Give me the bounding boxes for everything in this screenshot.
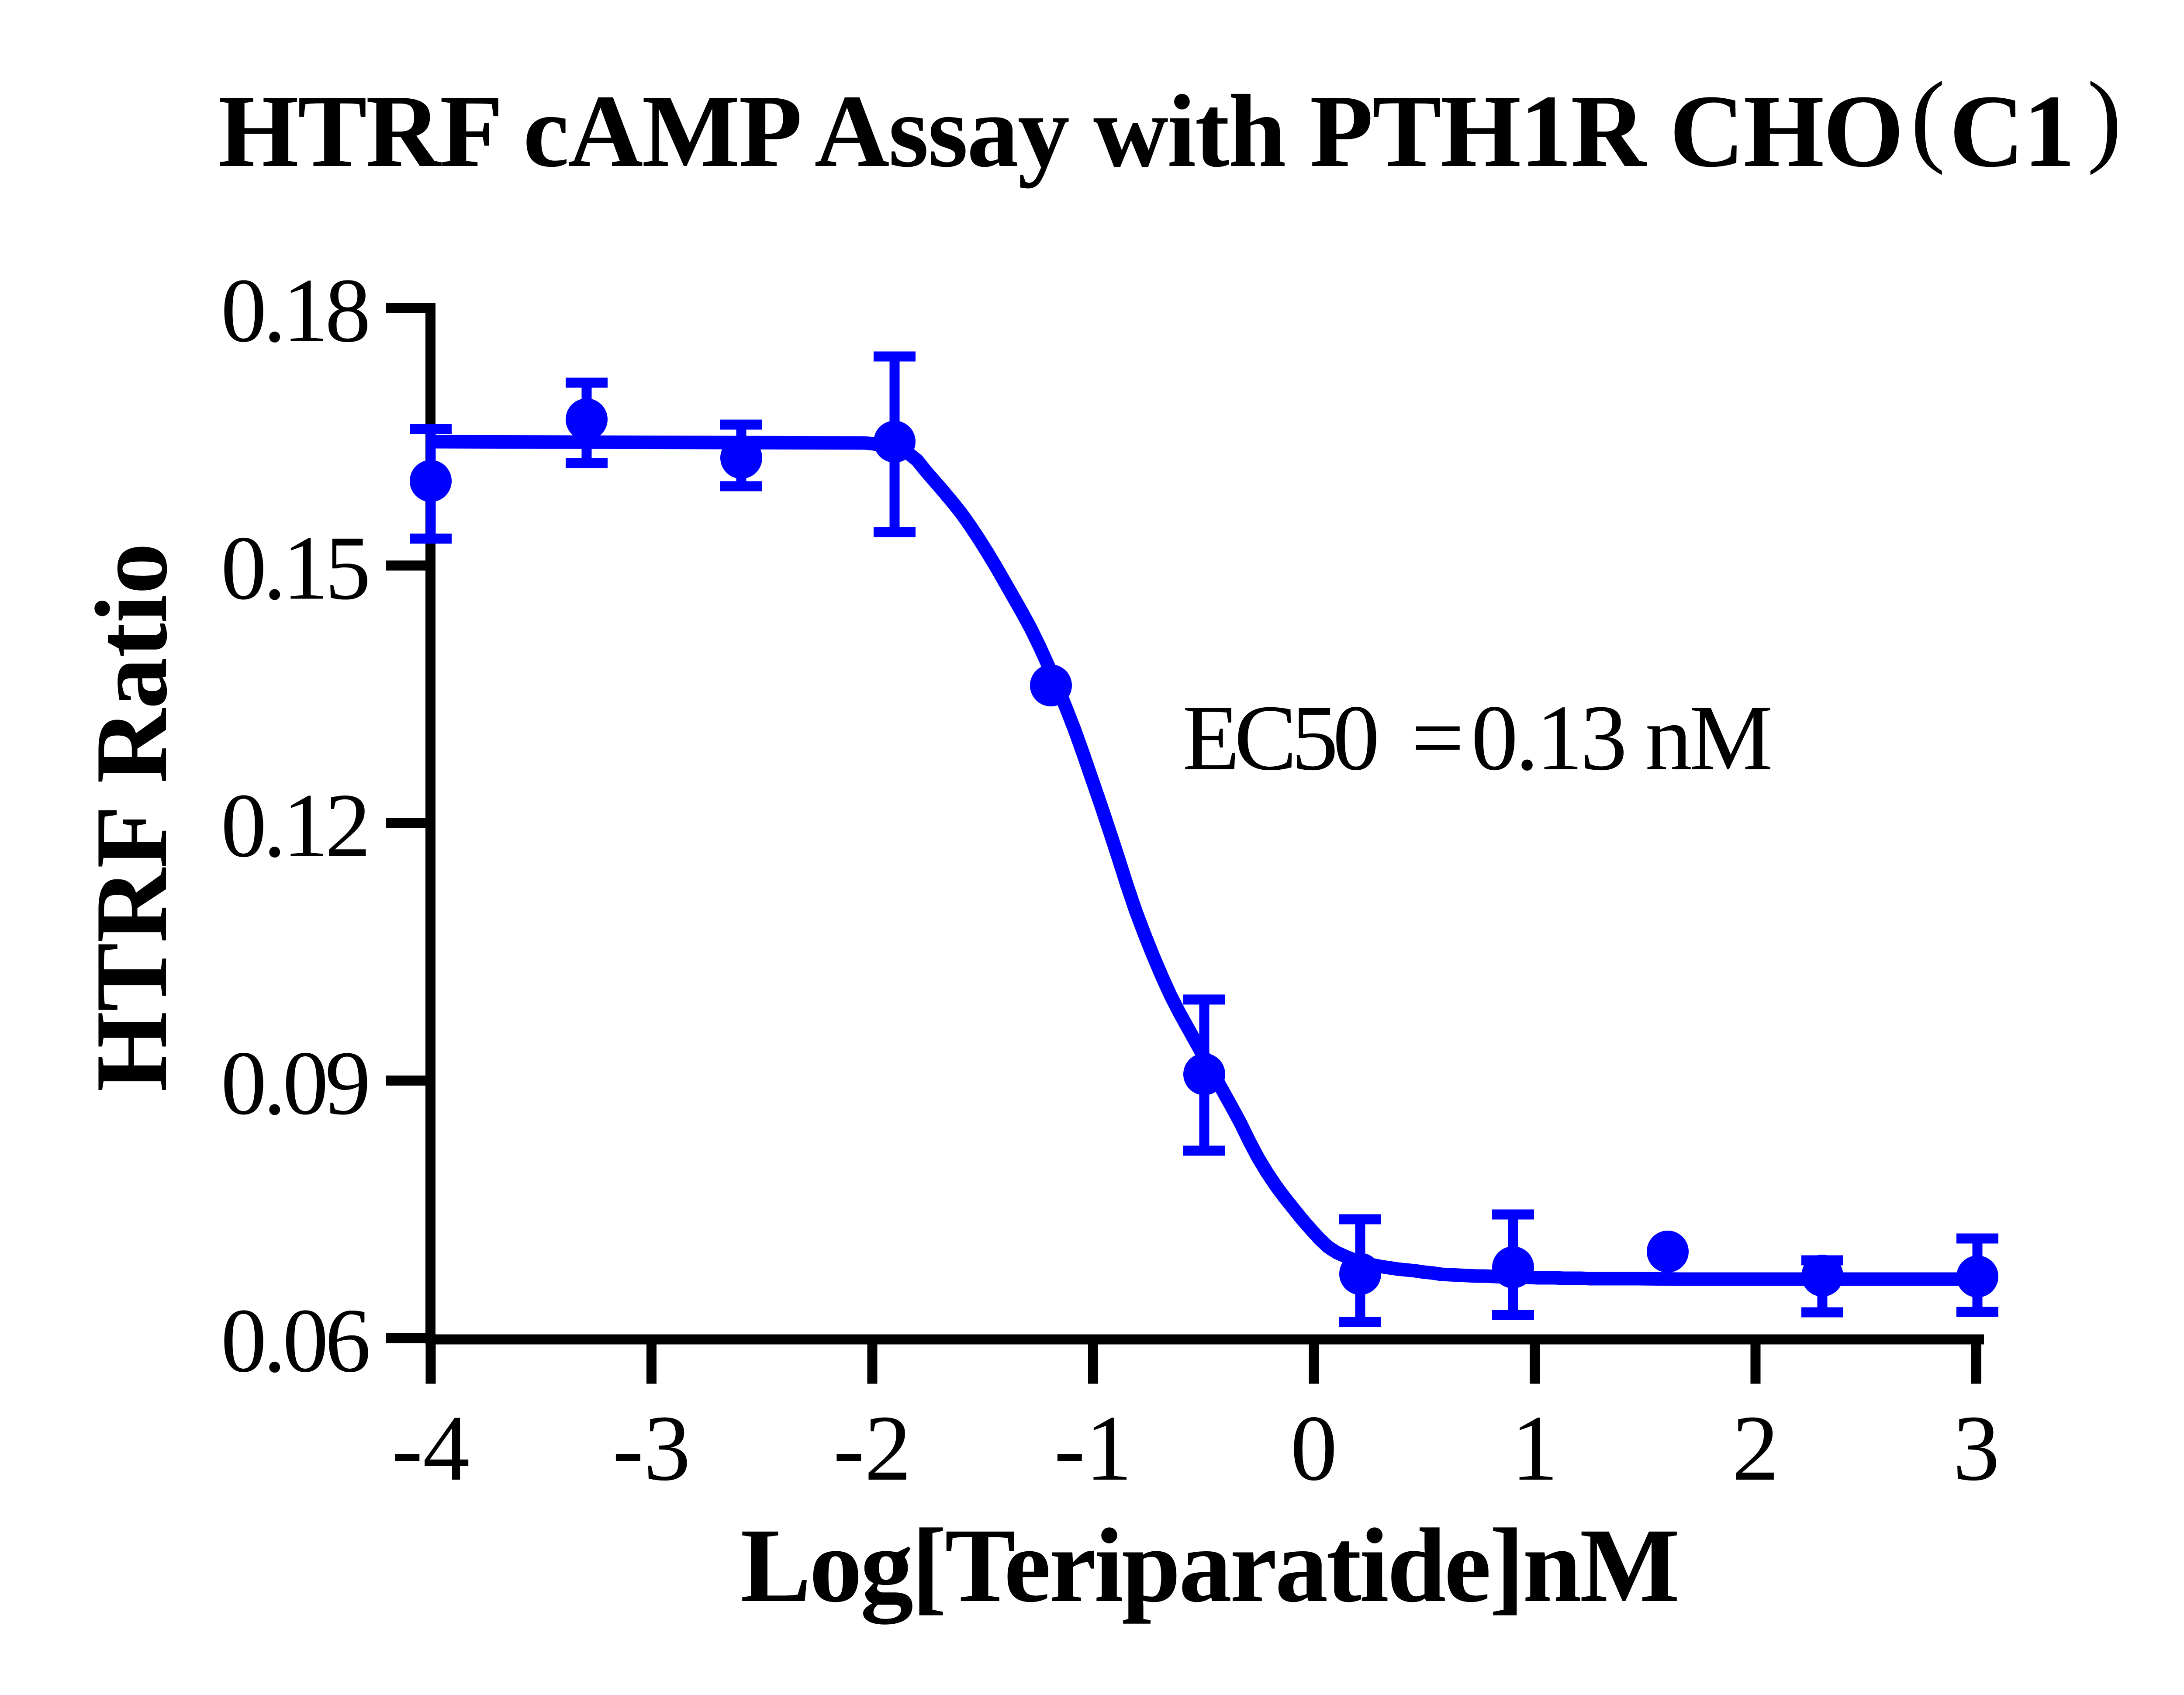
svg-text:3: 3 — [1953, 1396, 2000, 1500]
svg-text:0.15: 0.15 — [221, 518, 368, 619]
svg-text:-2: -2 — [833, 1396, 911, 1500]
svg-text:2: 2 — [1732, 1396, 1779, 1500]
svg-text:HTRF Ratio: HTRF Ratio — [75, 543, 189, 1092]
svg-text:-1: -1 — [1054, 1396, 1132, 1500]
svg-text:0.13 nM: 0.13 nM — [1471, 685, 1770, 790]
svg-text:HTRF cAMP Assay with PTH1R CHO: HTRF cAMP Assay with PTH1R CHO(C1) — [218, 61, 2121, 189]
svg-text:0: 0 — [1290, 1396, 1337, 1500]
svg-text:0.06: 0.06 — [221, 1290, 369, 1391]
svg-text:Log[Teriparatide]nM: Log[Teriparatide]nM — [740, 1506, 1678, 1625]
svg-text:-4: -4 — [391, 1396, 470, 1500]
svg-text:EC50: EC50 — [1182, 685, 1376, 790]
svg-text:=: = — [1411, 685, 1464, 790]
svg-text:0.12: 0.12 — [221, 775, 368, 876]
svg-text:0.18: 0.18 — [221, 260, 368, 361]
svg-text:0.09: 0.09 — [221, 1033, 368, 1134]
svg-text:1: 1 — [1511, 1396, 1559, 1500]
svg-text:-3: -3 — [612, 1396, 691, 1500]
